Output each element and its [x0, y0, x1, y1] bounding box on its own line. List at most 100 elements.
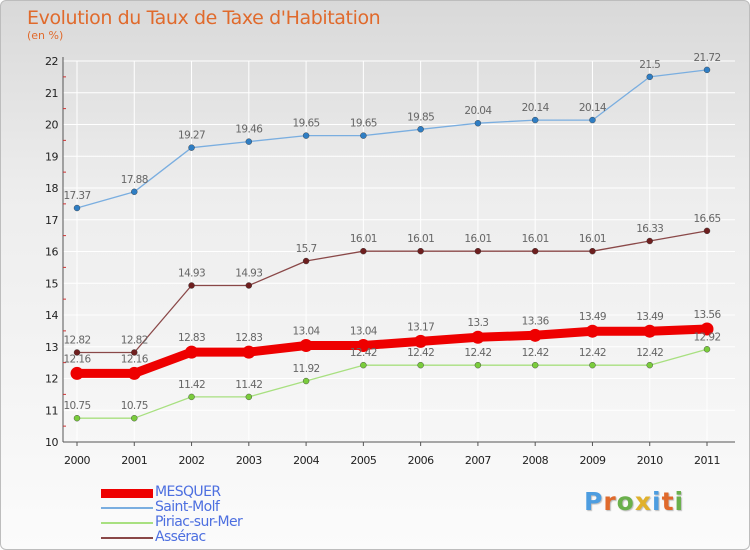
- data-label: 10.75: [121, 400, 148, 412]
- brand-logo-letter: P: [584, 487, 604, 516]
- data-label: 12.42: [636, 347, 663, 359]
- data-label: 16.33: [636, 223, 663, 235]
- data-label: 10.75: [63, 400, 90, 412]
- data-label: 19.85: [407, 111, 434, 123]
- x-tick-label: 2009: [579, 454, 605, 467]
- x-tick-label: 2005: [350, 454, 376, 467]
- y-tick-label: 18: [45, 182, 58, 195]
- legend-label-saint-molf: Saint-Molf: [155, 499, 220, 515]
- x-tick-label: 2002: [179, 454, 205, 467]
- legend-item-mesquer: MESQUER: [101, 485, 361, 500]
- data-point: [131, 349, 138, 356]
- brand-logo-letter: x: [634, 487, 652, 516]
- data-point: [643, 324, 657, 338]
- series-piriac-sur-mer: [73, 346, 711, 422]
- brand-logo-letter: i: [674, 487, 685, 516]
- data-point: [242, 345, 256, 359]
- chart-legend: MESQUER Saint-Molf Piriac-sur-Mer Asséra…: [101, 485, 361, 545]
- data-label: 13.3: [467, 317, 488, 329]
- data-point: [417, 361, 424, 369]
- data-label: 12.42: [407, 347, 434, 359]
- data-label: 13.36: [522, 315, 550, 327]
- brand-logo-letter: r: [603, 487, 617, 516]
- data-label: 12.42: [350, 347, 377, 359]
- y-tick-label: 13: [45, 341, 58, 354]
- data-point: [188, 282, 195, 289]
- data-point: [703, 227, 711, 235]
- y-tick-label: 15: [45, 277, 58, 290]
- series-line-piriac-sur-mer: [76, 348, 708, 419]
- legend-item-asserac: Assérac: [101, 530, 361, 545]
- data-point: [703, 346, 711, 353]
- data-label: 19.65: [350, 118, 377, 130]
- series-asserac: [73, 227, 711, 356]
- data-point: [531, 247, 539, 255]
- data-label: 17.37: [63, 190, 90, 202]
- data-point: [414, 334, 428, 348]
- y-tick-label: 14: [45, 309, 58, 322]
- y-tick-label: 20: [45, 119, 58, 132]
- data-point: [245, 138, 253, 145]
- data-point: [131, 188, 138, 196]
- data-label: 12.83: [235, 332, 262, 344]
- series-line-asserac: [76, 230, 708, 354]
- data-label: 12.16: [63, 353, 91, 365]
- data-label: 12.92: [693, 331, 720, 343]
- data-label: 12.83: [178, 332, 205, 344]
- data-point: [360, 247, 367, 255]
- data-point: [646, 361, 653, 369]
- x-tick-label: 2000: [64, 454, 90, 467]
- y-tick-label: 16: [45, 246, 58, 259]
- data-label: 17.88: [121, 174, 148, 186]
- data-label: 13.49: [636, 311, 663, 323]
- legend-label-asserac: Assérac: [155, 529, 206, 545]
- data-point: [302, 377, 310, 385]
- data-label: 16.01: [350, 233, 377, 245]
- data-point: [360, 132, 367, 139]
- legend-label-piriac-sur-mer: Piriac-sur-Mer: [155, 514, 243, 530]
- data-point: [646, 73, 653, 81]
- x-tick-label: 2001: [121, 454, 147, 467]
- brand-logo-letter: t: [661, 487, 675, 516]
- x-tick-label: 2010: [637, 454, 663, 467]
- data-label: 12.42: [522, 347, 549, 359]
- data-label: 16.01: [407, 233, 434, 245]
- data-point: [471, 330, 485, 344]
- data-point: [589, 247, 596, 255]
- data-label: 20.14: [522, 102, 550, 114]
- data-point: [70, 366, 84, 380]
- y-tick-label: 19: [45, 150, 58, 163]
- data-label: 13.56: [693, 309, 721, 321]
- data-label: 19.46: [235, 124, 263, 136]
- y-tick-label: 12: [45, 373, 58, 386]
- data-point: [245, 393, 253, 401]
- data-label: 16.01: [579, 233, 606, 245]
- legend-item-piriac-sur-mer: Piriac-sur-Mer: [101, 515, 361, 530]
- series-line-saint-molf: [76, 69, 708, 209]
- data-point: [417, 247, 424, 255]
- series-saint-molf: [73, 66, 711, 212]
- data-point: [188, 144, 195, 151]
- data-label: 20.04: [464, 105, 492, 117]
- data-label: 11.42: [178, 379, 205, 391]
- data-point: [585, 324, 599, 338]
- data-point: [531, 361, 539, 369]
- data-label: 13.49: [579, 311, 606, 323]
- legend-item-saint-molf: Saint-Molf: [101, 500, 361, 515]
- data-point: [302, 132, 310, 139]
- data-label: 20.14: [579, 102, 607, 114]
- data-point: [700, 322, 714, 336]
- brand-logo-letter: i: [652, 487, 662, 516]
- data-label: 12.82: [121, 334, 148, 346]
- data-point: [531, 116, 539, 124]
- data-point: [73, 349, 81, 356]
- data-point: [356, 338, 370, 352]
- series-mesquer: [70, 322, 714, 380]
- legend-swatch-piriac-sur-mer: [101, 522, 153, 524]
- data-label: 21.5: [639, 59, 660, 71]
- data-point: [703, 66, 711, 74]
- data-label: 16.01: [464, 233, 491, 245]
- y-tick-label: 17: [45, 214, 58, 227]
